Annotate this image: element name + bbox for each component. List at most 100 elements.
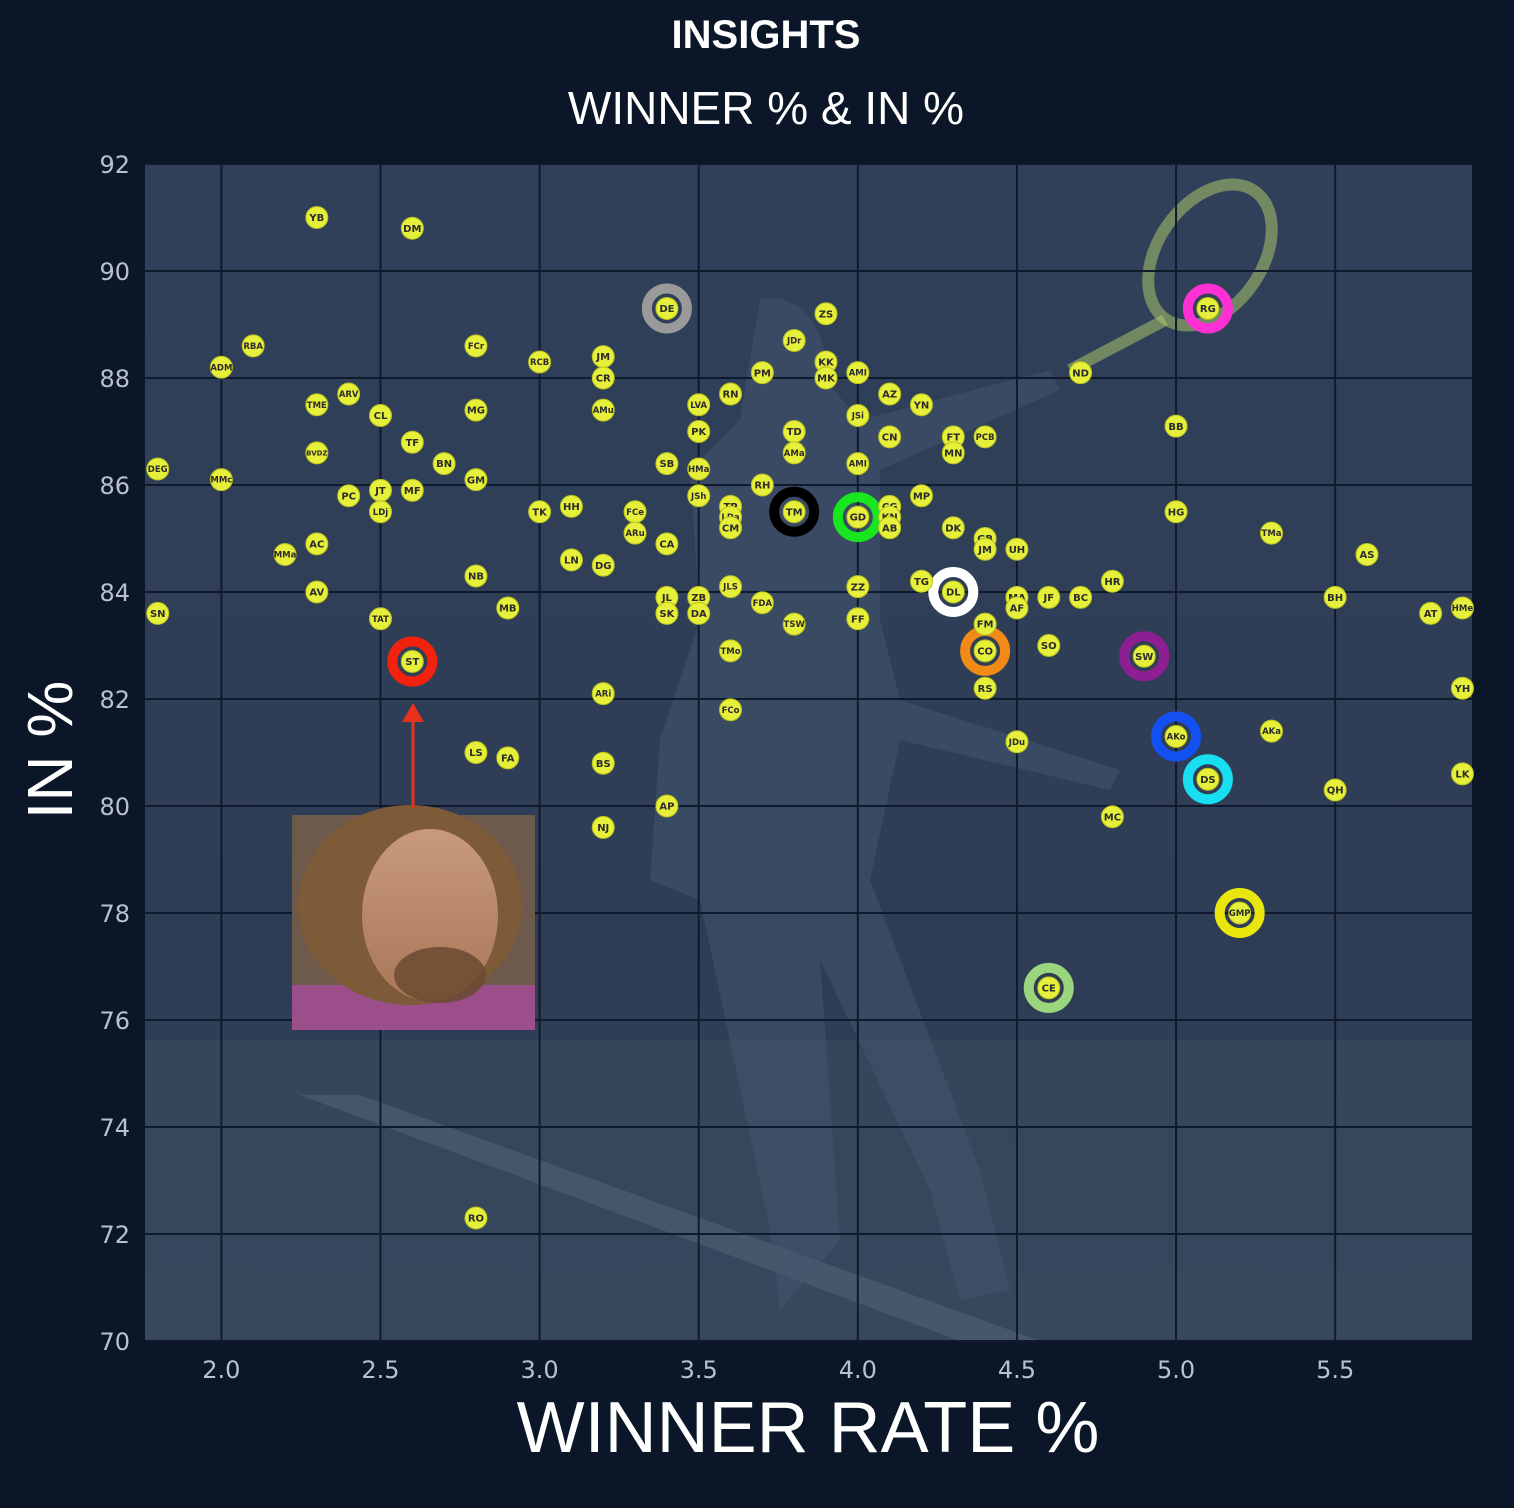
- data-point-yb[interactable]: YB: [305, 206, 329, 229]
- data-point-uh[interactable]: UH: [1005, 537, 1029, 561]
- data-point-sb[interactable]: SB: [655, 452, 679, 476]
- data-point-at[interactable]: AT: [1419, 601, 1443, 625]
- data-point-lva[interactable]: LVA: [687, 393, 711, 417]
- data-point-jm[interactable]: JM: [973, 537, 997, 561]
- data-point-aka[interactable]: AKa: [1260, 719, 1284, 743]
- data-point-az[interactable]: AZ: [878, 382, 902, 406]
- data-point-jdr[interactable]: JDr: [782, 329, 806, 353]
- data-point-hma[interactable]: HMa: [687, 457, 711, 481]
- data-point-jsh[interactable]: JSh: [687, 484, 711, 508]
- data-point-ldj[interactable]: LDj: [368, 500, 392, 524]
- data-point-ff[interactable]: FF: [846, 607, 870, 631]
- data-point-mp[interactable]: MP: [909, 484, 933, 508]
- data-point-ama[interactable]: AMa: [782, 441, 806, 465]
- data-point-nj[interactable]: NJ: [591, 815, 615, 839]
- data-point-tm[interactable]: TM: [782, 500, 806, 524]
- data-point-mb[interactable]: MB: [496, 596, 520, 620]
- data-point-fda[interactable]: FDA: [750, 591, 774, 615]
- data-point-ln[interactable]: LN: [559, 548, 583, 572]
- data-point-mma[interactable]: MMa: [273, 543, 297, 567]
- data-point-tf[interactable]: TF: [400, 430, 424, 454]
- data-point-nd[interactable]: ND: [1069, 361, 1093, 385]
- data-point-ap[interactable]: AP: [655, 794, 679, 818]
- data-point-ami[interactable]: AMI: [846, 452, 870, 476]
- data-point-de[interactable]: DE: [655, 296, 679, 320]
- data-point-jt[interactable]: JT: [368, 478, 392, 502]
- data-point-dk[interactable]: DK: [941, 516, 965, 540]
- data-point-ab[interactable]: AB: [878, 516, 902, 540]
- data-point-bc[interactable]: BC: [1069, 585, 1093, 609]
- data-point-tme[interactable]: TME: [305, 393, 329, 417]
- data-point-rn[interactable]: RN: [719, 382, 743, 406]
- data-point-ro[interactable]: RO: [464, 1206, 488, 1230]
- data-point-ls[interactable]: LS: [464, 741, 488, 764]
- data-point-nb[interactable]: NB: [464, 564, 488, 588]
- data-point-tma[interactable]: TMa: [1260, 521, 1284, 545]
- data-point-cn[interactable]: CN: [878, 425, 902, 449]
- data-point-dm[interactable]: DM: [400, 216, 424, 240]
- data-point-hh[interactable]: HH: [559, 494, 583, 518]
- data-point-ac[interactable]: AC: [305, 532, 329, 556]
- data-point-rh[interactable]: RH: [750, 473, 774, 497]
- data-point-st[interactable]: ST: [400, 650, 424, 674]
- data-point-rg[interactable]: RG: [1196, 296, 1220, 320]
- data-point-jdu[interactable]: JDu: [1005, 730, 1029, 754]
- data-point-tat[interactable]: TAT: [368, 607, 392, 631]
- data-point-qh[interactable]: QH: [1323, 778, 1347, 802]
- data-point-fm[interactable]: FM: [973, 612, 997, 636]
- data-point-mg[interactable]: MG: [464, 398, 488, 422]
- data-point-tsw[interactable]: TSW: [782, 612, 806, 636]
- data-point-mc[interactable]: MC: [1100, 805, 1124, 829]
- data-point-ari[interactable]: ARi: [591, 682, 615, 706]
- data-point-ca[interactable]: CA: [655, 532, 679, 556]
- data-point-sn[interactable]: SN: [146, 601, 170, 625]
- data-point-mf[interactable]: MF: [400, 478, 424, 502]
- data-point-co[interactable]: CO: [973, 639, 997, 663]
- data-point-yn[interactable]: YN: [909, 393, 933, 417]
- data-point-tg[interactable]: TG: [909, 569, 933, 593]
- data-point-tmo[interactable]: TMo: [719, 639, 743, 663]
- data-point-sk[interactable]: SK: [655, 601, 679, 625]
- data-point-ako[interactable]: AKo: [1164, 724, 1188, 748]
- data-point-bn[interactable]: BN: [432, 452, 456, 476]
- data-point-zz[interactable]: ZZ: [846, 575, 870, 599]
- data-point-lk[interactable]: LK: [1450, 762, 1474, 786]
- data-point-jsi[interactable]: JSi: [846, 403, 870, 427]
- data-point-jl[interactable]: JL: [655, 585, 679, 609]
- data-point-cr[interactable]: CR: [591, 366, 615, 390]
- data-point-ce[interactable]: CE: [1037, 976, 1061, 1000]
- data-point-pcb[interactable]: PCB: [973, 425, 997, 449]
- data-point-fa[interactable]: FA: [496, 746, 520, 770]
- data-point-cl[interactable]: CL: [368, 403, 392, 427]
- data-point-da[interactable]: DA: [687, 601, 711, 625]
- data-point-bvdz[interactable]: BVDZ: [305, 441, 329, 465]
- data-point-jls[interactable]: JLS: [719, 575, 743, 599]
- data-point-dg[interactable]: DG: [591, 553, 615, 577]
- data-point-cm[interactable]: CM: [719, 516, 743, 540]
- data-point-mmc[interactable]: MMc: [209, 468, 233, 492]
- data-point-bb[interactable]: BB: [1164, 414, 1188, 438]
- data-point-fcr[interactable]: FCr: [464, 334, 488, 358]
- data-point-deg[interactable]: DEG: [146, 457, 170, 481]
- data-point-af[interactable]: AF: [1005, 596, 1029, 620]
- data-point-pc[interactable]: PC: [337, 484, 361, 508]
- data-point-jm[interactable]: JM: [591, 345, 615, 369]
- data-point-aru[interactable]: ARu: [623, 521, 647, 545]
- data-point-rcb[interactable]: RCB: [528, 350, 552, 374]
- data-point-sw[interactable]: SW: [1132, 644, 1156, 668]
- data-point-as[interactable]: AS: [1355, 543, 1379, 567]
- data-point-rs[interactable]: RS: [973, 676, 997, 700]
- data-point-arv[interactable]: ARV: [337, 382, 361, 406]
- data-point-gm[interactable]: GM: [464, 468, 488, 492]
- data-point-av[interactable]: AV: [305, 580, 329, 604]
- data-point-fco[interactable]: FCo: [719, 698, 743, 722]
- data-point-bh[interactable]: BH: [1323, 585, 1347, 609]
- data-point-zs[interactable]: ZS: [814, 302, 838, 326]
- data-point-mk[interactable]: MK: [814, 366, 838, 390]
- data-point-ds[interactable]: DS: [1196, 767, 1220, 791]
- data-point-pk[interactable]: PK: [687, 420, 711, 443]
- data-point-jf[interactable]: JF: [1037, 585, 1061, 609]
- data-point-dl[interactable]: DL: [941, 580, 965, 604]
- data-point-adm[interactable]: ADM: [209, 355, 233, 379]
- data-point-hg[interactable]: HG: [1164, 500, 1188, 524]
